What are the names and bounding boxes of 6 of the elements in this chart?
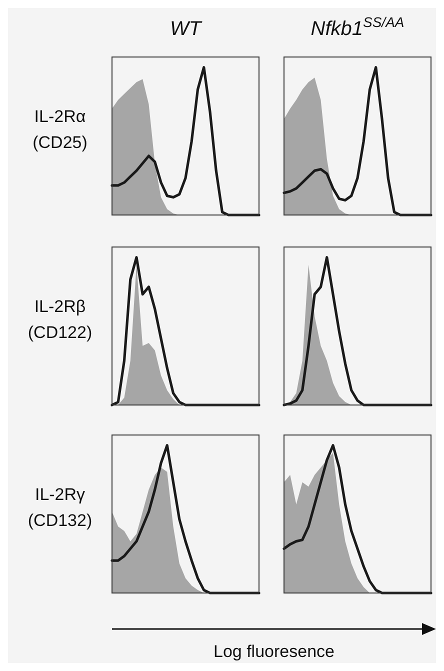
x-axis-title: Log fluoresence — [214, 642, 334, 661]
y-axis-title: IL-2Rα (CD25) — [32, 107, 88, 152]
y-axis-title: IL-2Rβ (CD122) — [28, 297, 92, 342]
chart-title: Nfkb1$^{SS/AA}$ — [310, 14, 404, 40]
y-axis-title: IL-2Rγ (CD132) — [28, 485, 92, 530]
chart-title: WT — [170, 18, 203, 40]
